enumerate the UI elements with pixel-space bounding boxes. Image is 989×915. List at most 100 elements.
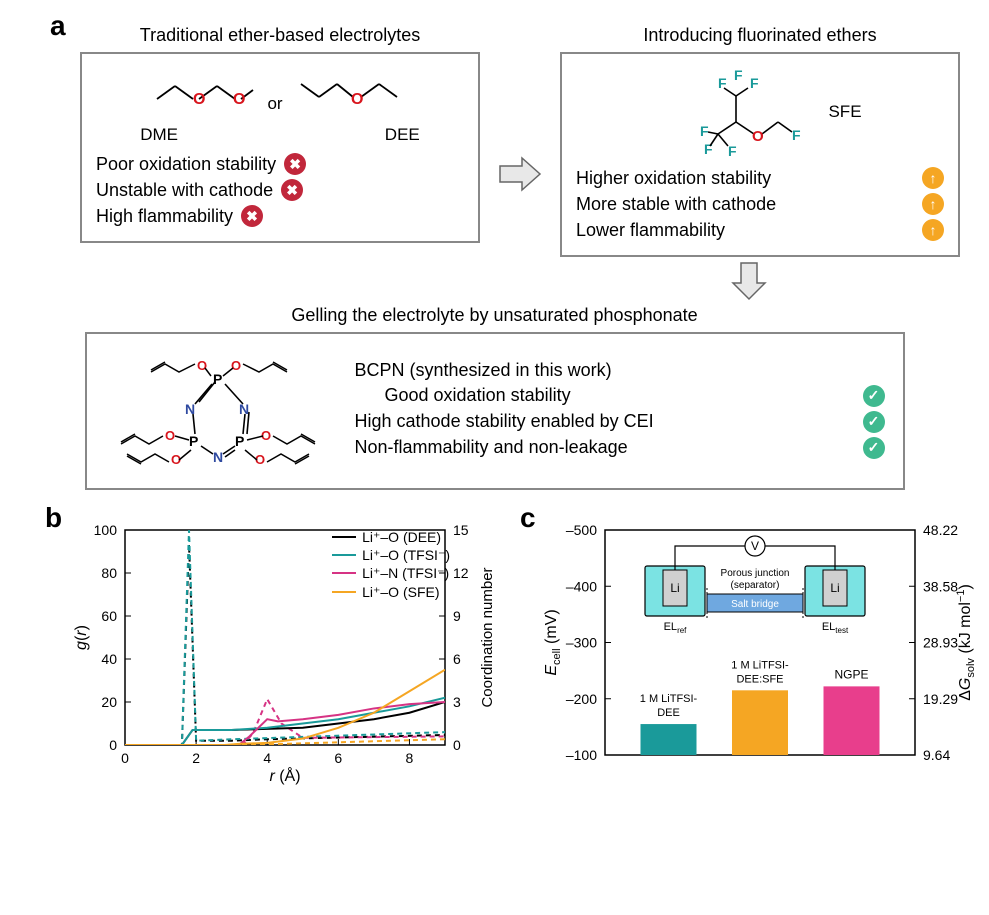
svg-text:N: N [213,449,223,465]
svg-text:–300: –300 [566,635,597,651]
property-text: Non-flammability and non-leakage [355,437,855,458]
svg-text:O: O [231,358,241,373]
svg-text:DEE:SFE: DEE:SFE [736,673,783,685]
left-column: Traditional ether-based electrolytes O O… [80,25,480,243]
svg-text:(separator): (separator) [731,580,780,591]
bottom-text-col: BCPN (synthesized in this work) Good oxi… [355,360,885,463]
left-props: Poor oxidation stability ✖ Unstable with c… [96,153,464,227]
svg-text:15: 15 [453,522,469,538]
property-text: Unstable with cathode [96,180,273,201]
svg-text:–500: –500 [566,522,597,538]
svg-text:60: 60 [101,608,117,624]
svg-text:g(r): g(r) [73,625,90,650]
svg-text:8: 8 [406,750,414,766]
svg-text:F: F [700,123,709,139]
right-box: O F F F F F F F SFE [560,52,960,257]
bottom-props: Good oxidation stability✓High cathode st… [355,385,885,459]
svg-text:19.29: 19.29 [923,691,958,707]
property-line: More stable with cathode ↑ [576,193,944,215]
panel-a-row: Traditional ether-based electrolytes O O… [80,25,949,257]
left-box-title: Traditional ether-based electrolytes [80,25,480,46]
legend-item: Li⁺–O (SFE) [332,583,450,601]
svg-text:DEE: DEE [657,707,680,719]
x-icon: ✖ [284,153,306,175]
check-icon: ✓ [863,385,885,407]
svg-text:F: F [750,75,759,91]
svg-text:–400: –400 [566,578,597,594]
right-props: Higher oxidation stability↑More stable w… [576,167,944,241]
svg-text:V: V [751,539,759,553]
svg-text:1 M LiTFSI-: 1 M LiTFSI- [640,693,698,705]
svg-text:NGPE: NGPE [834,667,868,681]
svg-text:–200: –200 [566,691,597,707]
svg-text:O: O [193,91,205,108]
svg-text:Ecell (mV): Ecell (mV) [543,609,563,675]
panel-c: c –100–200–300–400–5009.6419.2928.9338.5… [520,510,970,785]
svg-text:Li: Li [670,581,679,595]
svg-text:ELref: ELref [664,621,688,635]
svg-text:38.58: 38.58 [923,578,958,594]
property-line: Unstable with cathode✖ [96,179,464,201]
svg-text:9: 9 [453,608,461,624]
svg-text:100: 100 [94,522,118,538]
svg-text:F: F [792,127,801,143]
svg-text:O: O [165,428,175,443]
bcpn-structure: P N N P P N OO OO [105,346,335,476]
property-text: Poor oxidation stability [96,154,276,175]
arrow-right [498,154,542,199]
svg-text:Li: Li [830,581,839,595]
legend-item: Li⁺–O (TFSI⁻) [332,546,450,564]
svg-text:Coordination number: Coordination number [479,567,496,707]
svg-text:O: O [197,358,207,373]
svg-text:O: O [752,128,764,145]
svg-text:O: O [233,91,245,108]
left-box: O O or O DME DEE Poor oxidation [80,52,480,243]
svg-text:6: 6 [334,750,342,766]
svg-text:P: P [213,371,222,387]
svg-text:1 M LiTFSI-: 1 M LiTFSI- [731,659,789,671]
svg-text:F: F [734,67,743,83]
bottom-title: Gelling the electrolyte by unsaturated p… [40,305,949,326]
or-label: or [267,94,282,114]
svg-text:P: P [189,433,198,449]
svg-text:12: 12 [453,565,469,581]
x-icon: ✖ [241,205,263,227]
up-arrow-icon: ↑ [922,193,944,215]
svg-text:F: F [728,143,737,159]
property-text: More stable with cathode [576,194,914,215]
property-line: High flammability ✖ [96,205,464,227]
check-icon: ✓ [863,411,885,433]
svg-text:40: 40 [101,651,117,667]
property-text: High cathode stability enabled by CEI [355,411,855,432]
check-icon: ✓ [863,437,885,459]
property-line: Lower flammability ↑ [576,219,944,241]
svg-text:2: 2 [192,750,200,766]
sfe-structure: O F F F F F F F [658,64,808,159]
row-bc: b 0246802040608010003691215r (Å)g(r)Coor… [40,510,949,785]
panel-label-b: b [45,502,62,534]
property-text: Good oxidation stability [385,385,855,406]
legend-item: Li⁺–O (DEE) [332,528,450,546]
svg-text:28.93: 28.93 [923,635,958,651]
property-line: High cathode stability enabled by CEI ✓ [355,411,885,433]
sfe-label: SFE [828,102,861,122]
property-text: Higher oxidation stability [576,168,914,189]
dme-structure: O O [147,64,257,119]
svg-text:–100: –100 [566,747,597,763]
up-arrow-icon: ↑ [922,167,944,189]
legend-item: Li⁺–N (TFSI⁻) [332,564,450,582]
property-line: Higher oxidation stability ↑ [576,167,944,189]
dee-structure: O [293,64,413,119]
property-line: Poor oxidation stability ✖ [96,153,464,175]
panel-label-c: c [520,502,536,534]
svg-text:48.22: 48.22 [923,522,958,538]
panel-b: b 0246802040608010003691215r (Å)g(r)Coor… [40,510,500,785]
up-arrow-icon: ↑ [922,219,944,241]
right-mol-row: O F F F F F F F SFE [576,64,944,159]
svg-text:Salt bridge: Salt bridge [731,599,779,610]
svg-text:Porous junction: Porous junction [721,568,790,579]
svg-text:6: 6 [453,651,461,667]
property-text: High flammability [96,206,233,227]
property-text: Lower flammability [576,220,914,241]
bottom-section: Gelling the electrolyte by unsaturated p… [40,305,949,490]
